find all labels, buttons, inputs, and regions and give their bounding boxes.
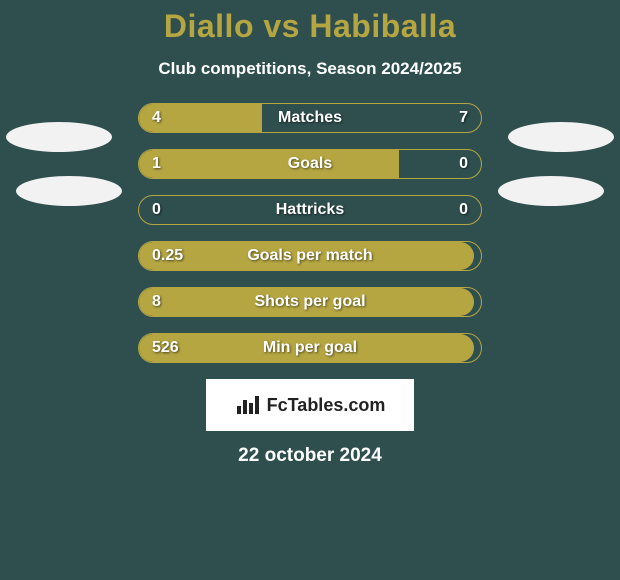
page-title: Diallo vs Habiballa [0, 0, 620, 45]
stat-value-right: 0 [459, 149, 468, 179]
stat-value-left: 4 [152, 103, 161, 133]
stat-row: Shots per goal8 [0, 287, 620, 317]
stat-metric-label: Matches [138, 103, 482, 133]
chart-icon [235, 394, 261, 416]
stat-metric-label: Min per goal [138, 333, 482, 363]
stat-value-right: 7 [459, 103, 468, 133]
stat-value-right: 0 [459, 195, 468, 225]
stat-row: Matches4 7 [0, 103, 620, 133]
watermark-text: FcTables.com [267, 395, 386, 416]
stat-metric-label: Shots per goal [138, 287, 482, 317]
stat-value-left: 0 [152, 195, 161, 225]
stat-value-left: 0.25 [152, 241, 183, 271]
stat-metric-label: Goals [138, 149, 482, 179]
date-stamp: 22 october 2024 [0, 445, 620, 467]
stat-row: Min per goal526 [0, 333, 620, 363]
stat-value-left: 526 [152, 333, 179, 363]
stat-value-left: 1 [152, 149, 161, 179]
stat-metric-label: Hattricks [138, 195, 482, 225]
stat-value-left: 8 [152, 287, 161, 317]
comparison-card: Diallo vs Habiballa Club competitions, S… [0, 0, 620, 580]
watermark: FcTables.com [206, 379, 414, 431]
stat-row: Hattricks0 0 [0, 195, 620, 225]
subtitle: Club competitions, Season 2024/2025 [0, 59, 620, 79]
stat-metric-label: Goals per match [138, 241, 482, 271]
stat-row: Goals1 0 [0, 149, 620, 179]
stat-row: Goals per match0.25 [0, 241, 620, 271]
